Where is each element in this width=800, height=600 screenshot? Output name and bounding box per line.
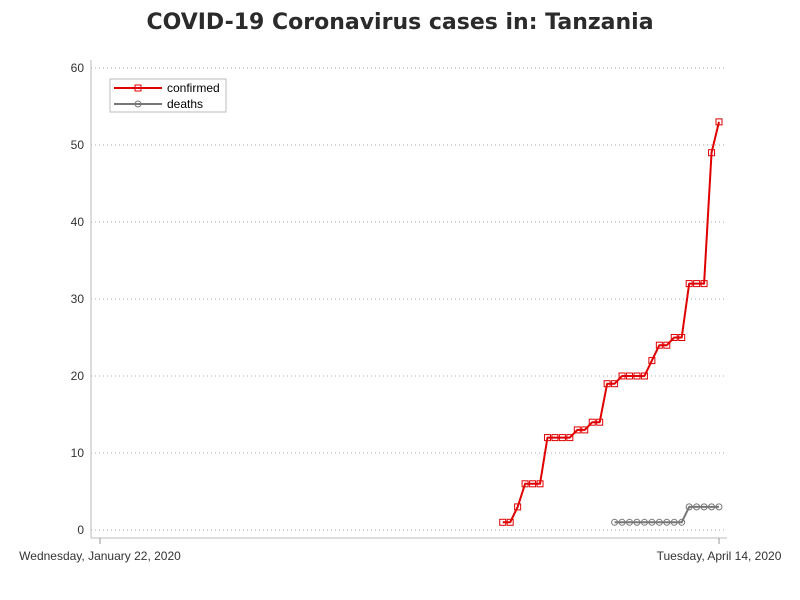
legend-label-deaths: deaths [167, 97, 203, 111]
y-tick-label-30: 30 [71, 292, 85, 306]
y-tick-label-20: 20 [71, 369, 85, 383]
y-tick-label-50: 50 [71, 138, 85, 152]
point-confirmed-2 [514, 503, 522, 511]
point-deaths-10 [685, 503, 693, 511]
point-deaths-3 [633, 518, 641, 526]
point-confirmed-29 [715, 118, 723, 126]
point-confirmed-1 [506, 518, 514, 526]
point-confirmed-15 [611, 380, 619, 388]
point-deaths-5 [648, 518, 656, 526]
series-layer [499, 118, 723, 526]
point-deaths-13 [708, 503, 716, 511]
x-tick-label-end: Tuesday, April 14, 2020 [657, 549, 782, 563]
point-deaths-12 [700, 503, 708, 511]
legend-label-confirmed: confirmed [167, 81, 220, 95]
point-confirmed-12 [588, 418, 596, 426]
point-confirmed-26 [693, 280, 701, 288]
y-tick-label-10: 10 [71, 446, 85, 460]
point-confirmed-28 [708, 149, 716, 157]
point-confirmed-18 [633, 372, 641, 380]
series-line-confirmed [502, 121, 720, 524]
y-tick-label-60: 60 [71, 61, 85, 75]
axes: Wednesday, January 22, 2020 Tuesday, Apr… [19, 60, 782, 563]
point-confirmed-5 [536, 480, 544, 488]
gridlines: 0 10 20 30 40 50 60 [71, 61, 727, 537]
legend-marker-deaths [134, 100, 142, 108]
point-confirmed-7 [551, 434, 559, 442]
series-line-deaths [614, 505, 719, 524]
point-confirmed-10 [573, 426, 581, 434]
point-deaths-9 [678, 518, 686, 526]
y-tick-label-40: 40 [71, 215, 85, 229]
point-deaths-7 [663, 518, 671, 526]
point-confirmed-8 [558, 434, 566, 442]
y-tick-label-0: 0 [77, 523, 84, 537]
point-confirmed-19 [640, 372, 648, 380]
chart-title: COVID-19 Coronavirus cases in: Tanzania [146, 10, 654, 35]
point-confirmed-23 [670, 334, 678, 341]
point-deaths-1 [618, 518, 626, 526]
point-confirmed-22 [663, 341, 671, 349]
point-confirmed-3 [521, 480, 529, 488]
point-confirmed-4 [529, 480, 537, 488]
point-deaths-6 [655, 518, 663, 526]
point-confirmed-27 [700, 280, 708, 288]
point-deaths-2 [626, 518, 634, 526]
point-confirmed-24 [678, 334, 686, 341]
point-confirmed-14 [603, 380, 611, 388]
point-confirmed-20 [648, 357, 656, 365]
point-confirmed-21 [655, 341, 663, 349]
point-confirmed-0 [499, 518, 507, 526]
x-tick-label-start: Wednesday, January 22, 2020 [19, 549, 181, 563]
legend-marker-confirmed [134, 84, 142, 92]
point-deaths-14 [715, 503, 723, 511]
point-confirmed-25 [685, 280, 693, 288]
point-deaths-11 [693, 503, 701, 511]
point-confirmed-17 [626, 372, 634, 380]
point-confirmed-11 [581, 426, 589, 434]
point-deaths-8 [670, 518, 678, 526]
point-deaths-4 [640, 518, 648, 526]
legend: confirmed deaths [109, 78, 227, 113]
legend-box [109, 78, 227, 113]
point-deaths-0 [611, 518, 619, 526]
point-confirmed-16 [618, 372, 626, 380]
point-confirmed-6 [543, 434, 551, 442]
point-confirmed-13 [596, 418, 604, 426]
point-confirmed-9 [566, 434, 574, 442]
